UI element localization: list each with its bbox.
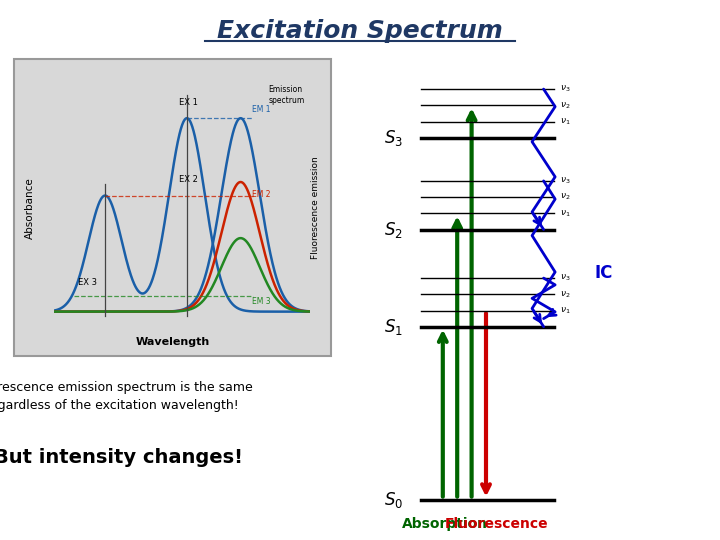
Text: IC: IC	[594, 264, 613, 282]
Text: Emission
spectrum: Emission spectrum	[269, 85, 305, 105]
Text: $S_1$: $S_1$	[384, 316, 403, 337]
Text: Fluorescence: Fluorescence	[445, 517, 549, 531]
Text: Fluorescence emission: Fluorescence emission	[311, 157, 320, 259]
Text: EM 2: EM 2	[252, 191, 271, 199]
Text: EX 2: EX 2	[179, 175, 197, 184]
Text: $S_3$: $S_3$	[384, 127, 403, 148]
Text: EM 3: EM 3	[252, 297, 271, 306]
Text: EX 1: EX 1	[179, 98, 197, 106]
Text: $S_0$: $S_0$	[384, 489, 403, 510]
Text: $\nu_3$: $\nu_3$	[560, 273, 571, 284]
Text: $\nu_1$: $\nu_1$	[560, 305, 571, 316]
Text: But intensity changes!: But intensity changes!	[0, 448, 243, 467]
Text: $\nu_2$: $\nu_2$	[560, 100, 570, 111]
Text: Excitation Spectrum: Excitation Spectrum	[217, 19, 503, 43]
Text: Absorbance: Absorbance	[25, 177, 35, 239]
Text: $\nu_2$: $\nu_2$	[560, 289, 570, 300]
Text: $S_2$: $S_2$	[384, 219, 403, 240]
Bar	[14, 59, 331, 356]
Text: $\nu_1$: $\nu_1$	[560, 116, 571, 127]
Text: EM 1: EM 1	[252, 105, 271, 114]
Text: EX 3: EX 3	[78, 278, 96, 287]
Text: Fluorescence emission spectrum is the same
regardless of the excitation waveleng: Fluorescence emission spectrum is the sa…	[0, 381, 253, 411]
Text: $\nu_3$: $\nu_3$	[560, 84, 571, 94]
Text: $\nu_2$: $\nu_2$	[560, 192, 570, 202]
Text: Wavelength: Wavelength	[135, 336, 210, 347]
Text: Absorption: Absorption	[402, 517, 488, 531]
Text: $\nu_1$: $\nu_1$	[560, 208, 571, 219]
Text: $\nu_3$: $\nu_3$	[560, 176, 571, 186]
